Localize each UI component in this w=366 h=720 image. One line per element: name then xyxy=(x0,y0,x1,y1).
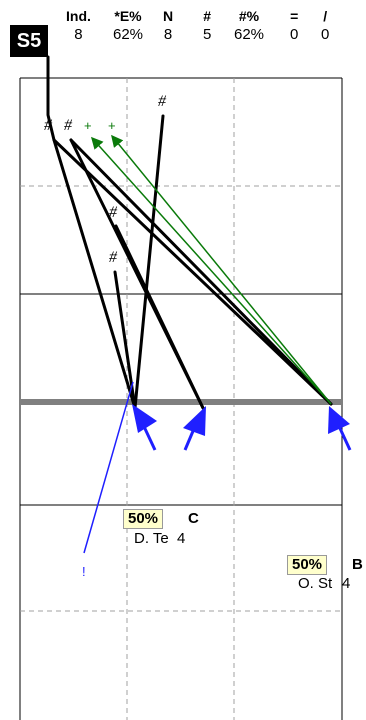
hash-mark-left-1: # xyxy=(44,117,53,134)
plus-mark-1: + xyxy=(84,118,92,133)
node-c-percent: 50% xyxy=(123,509,164,529)
node-c-name: D. Te xyxy=(134,530,169,547)
hash-mark-left-2: # xyxy=(64,117,73,134)
gray-bar xyxy=(20,399,342,405)
node-c-count: 4 xyxy=(177,530,186,547)
stat-e-pct: *E% 62% xyxy=(113,8,144,43)
stat-slash: /0 xyxy=(321,8,330,43)
hash-mark-low: # xyxy=(109,249,118,266)
node-b-letter: B xyxy=(352,556,363,573)
green-arrows xyxy=(90,134,332,405)
stat-ind: Ind. 8 xyxy=(66,8,91,43)
blue-arrow-1 xyxy=(132,404,157,451)
blue-line xyxy=(83,381,134,554)
stat-equal: = 0 xyxy=(290,8,299,43)
blue-arrow-3 xyxy=(328,406,352,451)
hash-mark-top: # xyxy=(158,93,167,110)
blue-arrows xyxy=(132,404,352,451)
node-b-name: O. St xyxy=(298,575,333,592)
node-c-letter: C xyxy=(188,510,199,527)
move-lines xyxy=(46,55,333,410)
hash-mark-mid: # xyxy=(109,204,118,221)
stat-hash-pct: #% 62% xyxy=(234,8,265,43)
stat-hash: #5 xyxy=(203,8,212,43)
node-b-count: 4 xyxy=(342,575,351,592)
plus-mark-2: + xyxy=(108,118,116,133)
bang-mark: ! xyxy=(82,564,86,579)
blue-arrow-2 xyxy=(183,406,206,451)
node-b-percent: 50% xyxy=(287,555,328,575)
section-badge: S5 xyxy=(10,25,48,57)
